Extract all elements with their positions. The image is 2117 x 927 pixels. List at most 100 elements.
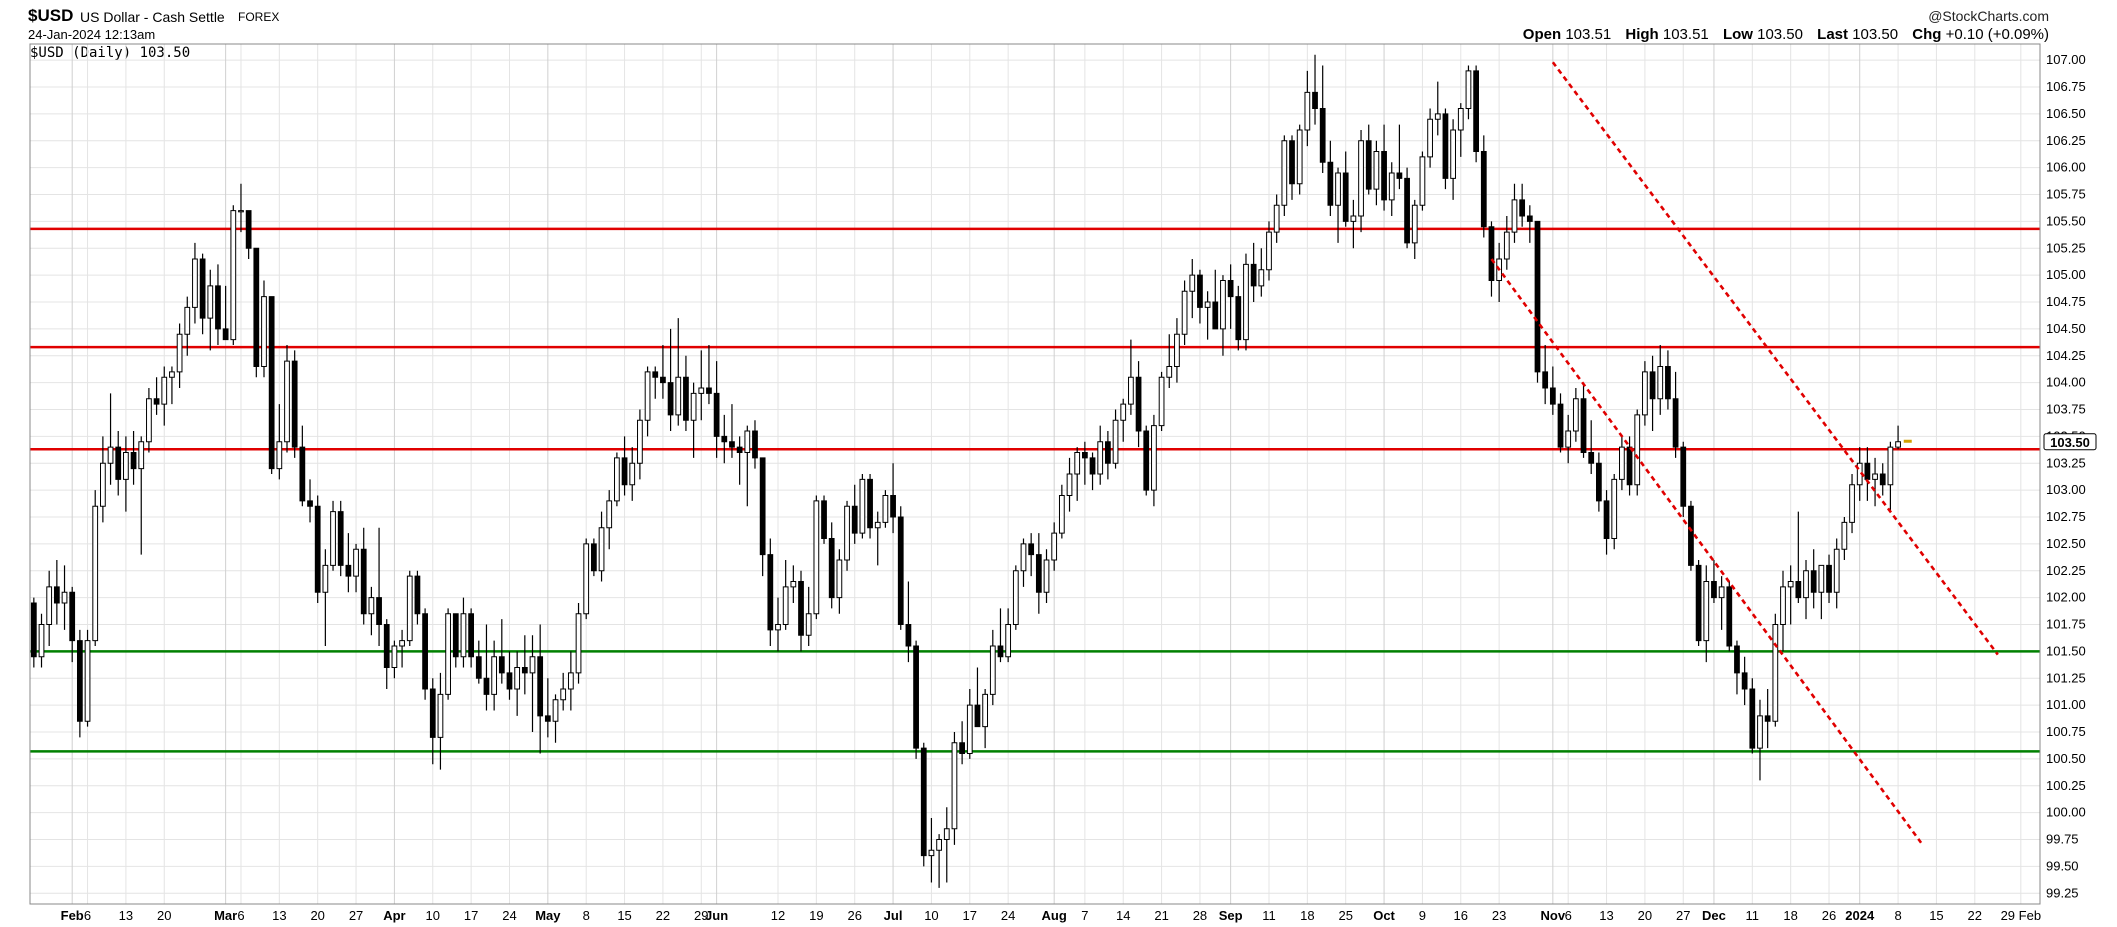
candle[interactable] [1434, 81, 1441, 136]
candle[interactable] [698, 350, 705, 421]
candle[interactable] [959, 721, 965, 765]
candle[interactable] [176, 323, 183, 389]
candle[interactable] [767, 538, 774, 647]
candle[interactable] [683, 355, 689, 431]
candle[interactable] [1496, 242, 1503, 302]
candle[interactable] [1511, 183, 1518, 243]
candle[interactable] [629, 447, 636, 501]
candle[interactable] [1304, 70, 1311, 147]
candle[interactable] [92, 490, 99, 646]
candle[interactable] [46, 570, 53, 646]
candle[interactable] [1442, 108, 1449, 190]
candle[interactable] [222, 285, 229, 341]
candle[interactable] [414, 570, 421, 625]
candle[interactable] [1028, 533, 1035, 577]
candle[interactable] [1427, 108, 1433, 168]
candle[interactable] [1803, 560, 1809, 620]
candle[interactable] [1780, 570, 1786, 652]
candle[interactable] [1672, 371, 1679, 458]
candle[interactable] [598, 511, 605, 582]
candle[interactable] [69, 586, 76, 663]
candle[interactable] [644, 366, 651, 437]
candle[interactable] [1312, 54, 1318, 125]
candle[interactable] [1112, 409, 1119, 469]
candle[interactable] [1266, 221, 1272, 281]
candle[interactable] [215, 264, 221, 345]
candle[interactable] [360, 527, 367, 625]
candle[interactable] [1688, 500, 1694, 571]
candle[interactable] [1749, 678, 1756, 754]
candle[interactable] [744, 425, 751, 507]
candle[interactable] [1680, 441, 1687, 517]
candle[interactable] [882, 490, 889, 528]
candle[interactable] [1764, 689, 1771, 749]
candle[interactable] [76, 629, 83, 738]
candle[interactable] [1895, 425, 1901, 450]
candle[interactable] [1457, 103, 1464, 157]
candle[interactable] [445, 608, 451, 700]
candle[interactable] [1841, 517, 1848, 560]
candle[interactable] [805, 586, 812, 646]
candle[interactable] [452, 613, 459, 668]
candle[interactable] [1235, 285, 1242, 351]
candle[interactable] [606, 490, 613, 550]
candle[interactable] [782, 560, 789, 630]
candle[interactable] [1197, 269, 1203, 324]
candle[interactable] [429, 678, 436, 765]
candle[interactable] [1795, 511, 1802, 603]
candle[interactable] [920, 742, 927, 867]
candle[interactable] [1035, 533, 1042, 614]
candle[interactable] [1741, 656, 1748, 706]
candle[interactable] [284, 345, 290, 453]
candle[interactable] [514, 651, 521, 716]
candle[interactable] [1726, 581, 1733, 652]
candle[interactable] [521, 635, 528, 695]
candle[interactable] [713, 361, 720, 458]
candle[interactable] [1358, 130, 1364, 233]
candle[interactable] [752, 420, 758, 469]
candle[interactable] [560, 672, 567, 711]
candle[interactable] [667, 328, 674, 431]
candle[interactable] [1580, 382, 1587, 458]
candle[interactable] [1250, 242, 1257, 302]
candle[interactable] [169, 366, 175, 405]
candle[interactable] [1189, 259, 1196, 319]
candle[interactable] [614, 452, 620, 507]
candle[interactable] [951, 732, 958, 845]
candle[interactable] [38, 613, 45, 668]
candle[interactable] [276, 404, 283, 480]
candle[interactable] [437, 672, 444, 770]
candle[interactable] [790, 565, 797, 603]
candle[interactable] [1810, 549, 1817, 609]
candle[interactable] [491, 640, 498, 711]
candle[interactable] [1051, 522, 1058, 571]
candle[interactable] [905, 581, 912, 663]
candle[interactable] [836, 549, 843, 614]
candle[interactable] [61, 565, 68, 630]
candle[interactable] [322, 549, 329, 646]
candle[interactable] [153, 377, 160, 415]
candle[interactable] [813, 495, 820, 620]
candle[interactable] [798, 570, 804, 652]
candle[interactable] [1642, 361, 1648, 426]
candle[interactable] [867, 474, 873, 539]
candle[interactable] [1526, 205, 1533, 243]
candle[interactable] [1626, 436, 1633, 496]
candle[interactable] [1657, 345, 1664, 415]
candle[interactable] [690, 382, 697, 458]
candle[interactable] [1695, 560, 1702, 646]
candle[interactable] [1833, 538, 1840, 609]
candle[interactable] [314, 495, 321, 604]
candle[interactable] [1227, 264, 1234, 329]
candle[interactable] [1289, 135, 1295, 200]
candle[interactable] [1373, 140, 1380, 206]
candle[interactable] [1220, 275, 1226, 356]
candle[interactable] [1595, 452, 1602, 512]
candle[interactable] [1243, 253, 1249, 351]
candle[interactable] [1097, 425, 1104, 485]
candle[interactable] [966, 689, 973, 759]
candle[interactable] [652, 366, 659, 399]
candle[interactable] [859, 474, 866, 539]
candle[interactable] [1066, 457, 1073, 512]
candle[interactable] [1273, 194, 1280, 243]
